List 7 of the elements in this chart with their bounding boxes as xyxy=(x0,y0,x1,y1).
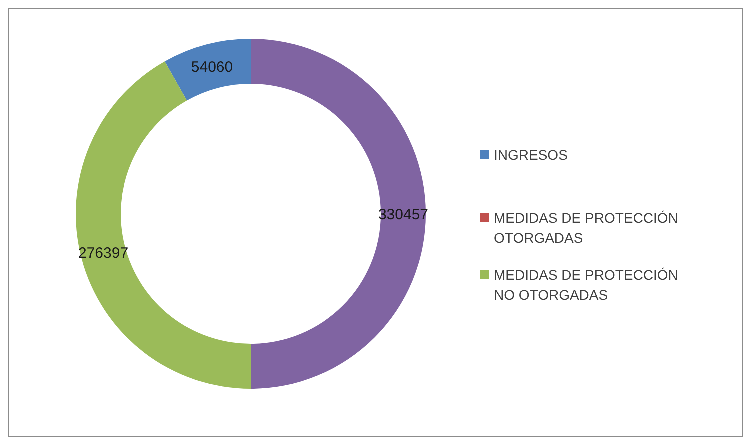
legend-label: MEDIDAS DE PROTECCIÓN NO OTORGADAS xyxy=(494,266,678,303)
donut-slice xyxy=(76,62,251,389)
legend-label: INGRESOS xyxy=(494,146,568,163)
donut-slice xyxy=(251,39,426,389)
legend-label: MEDIDAS DE PROTECCIÓN OTORGADAS xyxy=(494,210,678,246)
donut-slice xyxy=(164,39,251,101)
data-label: 54060 xyxy=(191,58,234,76)
